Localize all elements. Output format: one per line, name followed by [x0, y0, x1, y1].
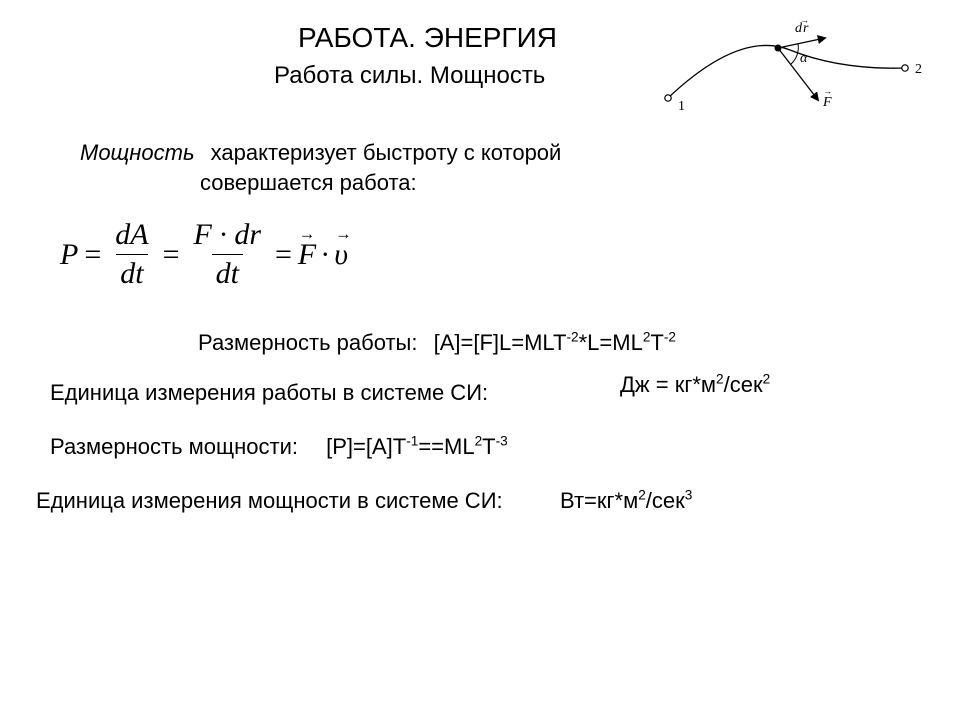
sym-P: P — [60, 238, 78, 272]
frac-dA-dt: dA dt — [111, 218, 152, 291]
sym-Fvec: F — [298, 238, 316, 272]
unit-work-value: Дж = кг*м2/сек2 — [620, 370, 770, 400]
svg-text:F: F — [822, 95, 832, 110]
num-Fdr: F · dr — [190, 218, 266, 254]
unit-power-value: Вт=кг*м2/сек3 — [560, 486, 692, 516]
unit-work-label: Единица измерения работы в системе СИ: — [50, 378, 488, 408]
dim-power-label: Размерность мощности: — [50, 434, 298, 459]
trajectory-diagram: 1 2 d r → F → α — [640, 20, 930, 135]
power-def-2: совершается работа: — [200, 168, 417, 198]
sym-eq1: = — [84, 238, 101, 272]
svg-text:α: α — [800, 51, 808, 66]
dim-power-value: [P]=[A]T-1==ML2T-3 — [326, 434, 508, 459]
dim-work-value: [A]=[F]L=MLT-2*L=ML2T-2 — [434, 330, 676, 355]
page-title: РАБОТА. ЭНЕРГИЯ — [298, 22, 557, 54]
sym-eq3: = — [275, 238, 292, 272]
svg-text:→: → — [823, 86, 832, 96]
sym-eq2: = — [163, 238, 180, 272]
power-word: Мощность — [80, 140, 195, 165]
power-def-1: характеризует быстроту с которой — [211, 140, 562, 165]
svg-text:→: → — [800, 20, 809, 25]
svg-text:2: 2 — [915, 62, 922, 77]
svg-text:1: 1 — [678, 99, 685, 114]
num-dA: dA — [111, 218, 152, 254]
power-formula: P = dA dt = F · dr dt = F · υ — [60, 218, 348, 291]
den-dt1: dt — [116, 254, 147, 291]
den-dt2: dt — [212, 254, 243, 291]
page-subtitle: Работа силы. Мощность — [274, 62, 545, 90]
sym-dot: · — [320, 238, 330, 272]
dim-work-label: Размерность работы: — [198, 330, 417, 355]
unit-power-label: Единица измерения мощности в системе СИ: — [36, 486, 503, 516]
frac-Fdr-dt: F · dr dt — [190, 218, 266, 291]
sym-upsilon: υ — [334, 238, 348, 272]
